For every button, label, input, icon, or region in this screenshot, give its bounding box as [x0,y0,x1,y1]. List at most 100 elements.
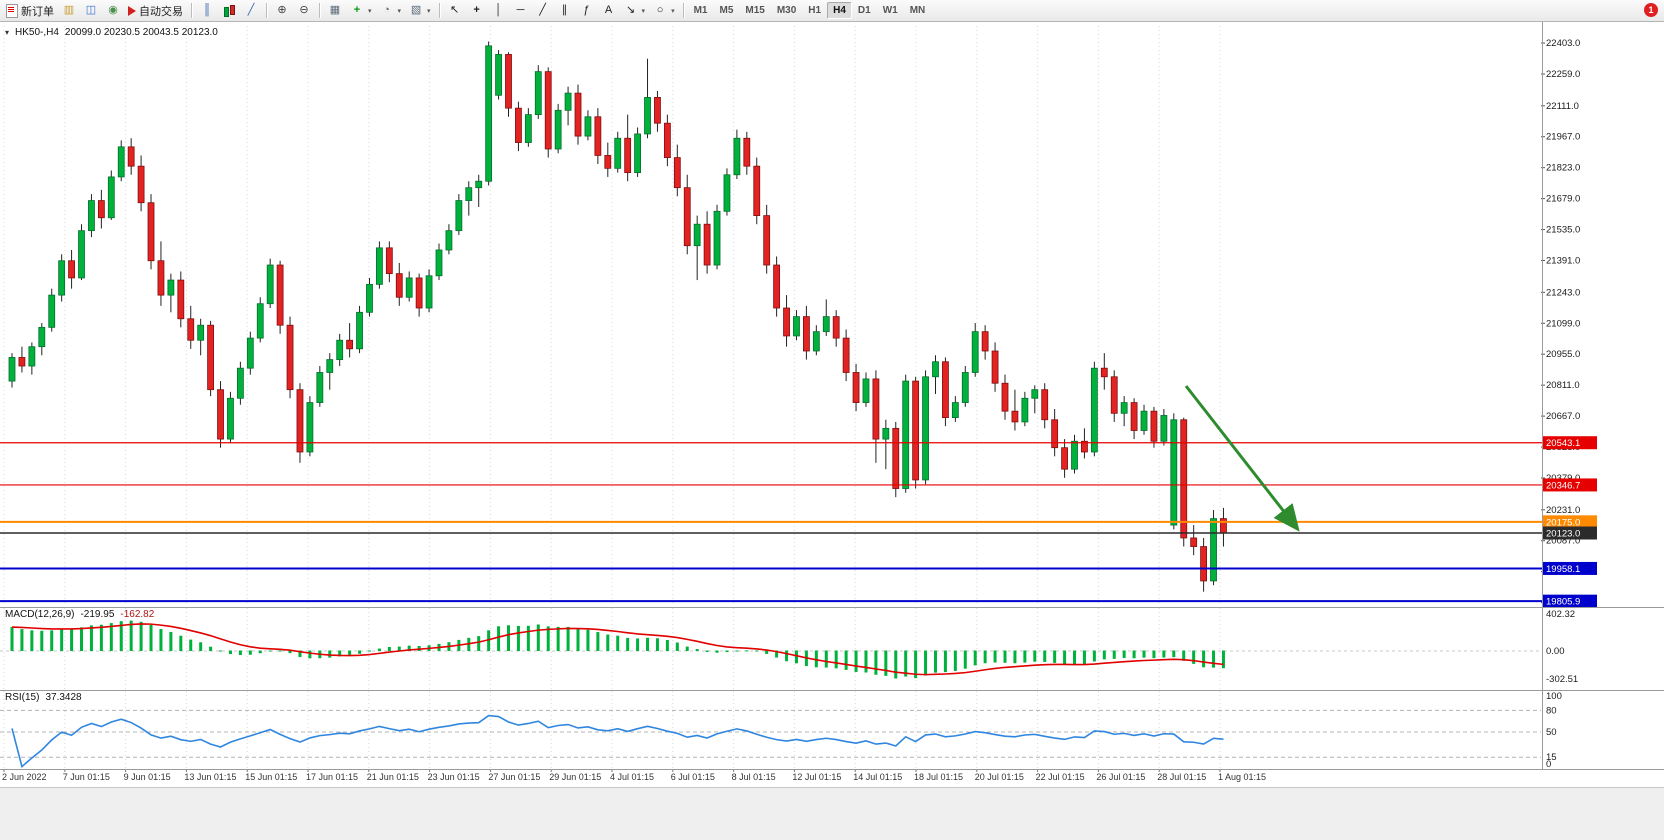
candle [951,396,959,422]
macd-bar [487,630,491,651]
candle [336,333,344,367]
vertical-line-button[interactable]: │ [488,0,510,21]
profiles-button[interactable]: ▥ [58,0,80,21]
macd-bar [655,638,659,651]
arrows-button[interactable]: ↘ ▾ [620,0,650,21]
macd-bar [894,650,898,679]
candle [1200,537,1207,592]
timeframe-w1-button[interactable]: W1 [882,5,898,16]
macd-axis-label: 402.32 [1546,609,1575,620]
candle [862,372,870,407]
candle [654,90,661,132]
trend-arrow[interactable] [1184,385,1300,532]
crosshair-button[interactable]: + [466,0,488,21]
symbol-title: HK50-,H4 [15,27,59,38]
collapse-icon[interactable]: ▾ [5,28,10,37]
candle [8,353,16,388]
cursor-icon: ↖ [449,4,460,16]
timeframe-m15-button[interactable]: M15 [745,5,765,16]
vertical-line-icon: │ [495,4,502,16]
candle [534,65,542,119]
bar-chart-button[interactable]: ║ [196,0,218,21]
candle [167,273,175,313]
candlestick-button[interactable] [218,0,240,21]
candlestick-icon [222,4,236,18]
macd-bar [268,650,272,652]
cursor-button[interactable]: ↖ [444,0,466,21]
macd-signal-value: -162.82 [120,609,155,620]
macd-bar [576,628,580,651]
price-axis-label: 21679.0 [1546,194,1580,205]
auto-trading-button-label: 自动交易 [139,5,183,18]
candle [1011,389,1019,431]
candle [932,355,939,394]
candle [227,391,234,444]
macd-bar [507,625,510,651]
price-axis-label: 20811.0 [1546,380,1580,391]
candle [306,396,314,457]
macd-bar [1132,650,1136,659]
macd-bar [179,635,183,651]
new-order-button[interactable]: 新订单 [2,0,58,21]
macd-bar [834,650,838,669]
zoom-in-button[interactable]: ⊕ [271,0,293,21]
macd-bar [884,650,888,676]
candle [1071,434,1078,474]
tile-windows-button[interactable]: ▦ [324,0,346,21]
macd-bar [10,627,14,651]
horizontal-line-button[interactable]: ─ [510,0,532,21]
candle [187,305,195,349]
candle [326,353,334,390]
market-watch-button[interactable]: ◫ [80,0,102,21]
notification-badge[interactable]: 1 [1644,3,1658,17]
timeframe-h1-button[interactable]: H1 [808,5,822,16]
trendline-button[interactable]: ╱ [532,0,554,21]
timeframe-d1-button[interactable]: D1 [857,5,871,16]
timeframe-m1-button[interactable]: M1 [693,5,708,16]
candle [515,101,522,152]
channel-button[interactable]: ∥ [554,0,576,21]
fibonacci-button[interactable]: ƒ [576,0,598,21]
indicators-button[interactable]: + ▾ [346,0,376,21]
macd-bar [874,650,878,675]
macd-bar [40,630,44,651]
macd-label: MACD(12,26,9) -219.95 -162.82 [5,609,154,620]
timeframe-m30-button[interactable]: M30 [776,5,797,16]
macd-bar [943,650,947,673]
text-button[interactable]: A [598,0,620,21]
template-button[interactable]: ▧ ▾ [405,0,435,21]
macd-bar [209,646,213,651]
timeframe-m5-button[interactable]: M5 [719,5,734,16]
price-tag: 19958.1 [1543,561,1597,575]
macd-bar [1003,650,1007,663]
candle [147,194,155,270]
timeframe-h4-button[interactable]: H4 [827,2,852,19]
rsi-axis-label: 15 [1546,752,1557,763]
macd-bar [1221,650,1225,669]
svg-text:19958.1: 19958.1 [1546,564,1580,575]
time-axis-label: 29 Jun 01:15 [549,772,601,782]
macd-bar [715,650,719,653]
new-order-button-label: 新订单 [21,5,54,18]
macd-bar [298,650,302,658]
period-button[interactable]: ◔ ▾ [376,0,406,21]
candle [68,249,75,289]
auto-trading-button[interactable]: 自动交易 [124,0,187,21]
price-axis-label: 22259.0 [1546,69,1580,80]
autotrading-play-icon [128,5,136,16]
timeframe-mn-button[interactable]: MN [909,5,926,16]
zoom-out-button[interactable]: ⊖ [293,0,315,21]
macd-bar [308,650,312,659]
macd-bar [586,629,590,651]
data-window-button[interactable]: ◉ [102,0,124,21]
macd-bar [1043,650,1047,662]
toolbar-separator [438,3,440,18]
price-axis-label: 21243.0 [1546,287,1580,298]
candle [961,366,969,407]
svg-text:20175.0: 20175.0 [1546,517,1580,528]
shapes-button[interactable]: ○ ▾ [649,0,679,21]
line-chart-button[interactable]: ╱ [240,0,262,21]
macd-bar [695,649,699,651]
candle [127,138,135,175]
